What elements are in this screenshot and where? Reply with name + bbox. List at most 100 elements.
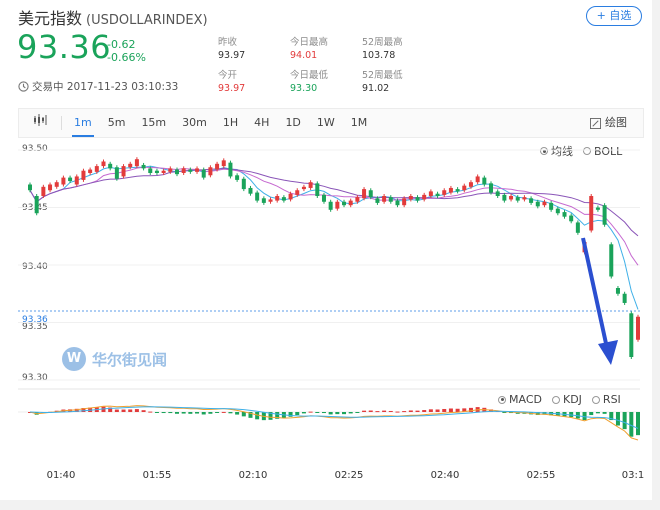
stat-label: 昨收 — [218, 37, 238, 48]
candle — [362, 189, 367, 199]
candle — [615, 288, 620, 294]
candle — [141, 164, 146, 169]
macd-bar — [275, 412, 280, 419]
x-tick-label: 01:40 — [46, 470, 76, 481]
macd-bar — [248, 412, 253, 418]
draw-tool-button[interactable]: 绘图 — [590, 109, 627, 137]
candle — [101, 161, 106, 167]
macd-bar — [128, 409, 133, 412]
macd-bar — [335, 412, 340, 415]
candle — [542, 201, 547, 206]
overlay-boll-option[interactable]: BOLL — [583, 143, 622, 159]
candle — [48, 184, 53, 191]
macd-bar — [455, 408, 460, 412]
macd-bar — [215, 412, 220, 413]
macd-bar — [328, 412, 333, 415]
macd-bar — [602, 412, 607, 414]
macd-bar — [636, 412, 640, 436]
option-label: KDJ — [562, 393, 582, 406]
tab-5m[interactable]: 5m — [107, 116, 126, 129]
stat-label: 今日最高 — [290, 37, 329, 48]
candle — [636, 316, 640, 340]
candle — [609, 244, 614, 277]
overlay-ma-option[interactable]: 均线 — [540, 143, 573, 159]
stat-label: 今日最低 — [290, 70, 329, 81]
indicator-rsi-option[interactable]: RSI — [591, 393, 621, 406]
ma5-line — [29, 165, 639, 310]
candle — [489, 183, 494, 193]
quote-panel: 美元指数 (USDOLLARINDEX) + 自选 93.36 -0.62 -0.… — [0, 0, 652, 500]
draw-label: 绘图 — [605, 116, 627, 129]
candle — [455, 189, 460, 192]
macd-bar — [121, 409, 126, 412]
candle — [168, 168, 173, 172]
y-tick-label: 93.30 — [22, 373, 48, 383]
candle — [422, 194, 427, 200]
option-label: BOLL — [594, 144, 623, 158]
toolbar-divider — [61, 116, 62, 130]
stat-value: 91.02 — [362, 83, 390, 94]
tab-30m[interactable]: 30m — [182, 116, 207, 129]
macd-bar — [382, 410, 387, 412]
candle — [94, 166, 99, 172]
candle — [355, 197, 360, 202]
macd-bar — [195, 412, 200, 414]
candle — [335, 201, 340, 209]
tab-4h[interactable]: 4H — [254, 116, 270, 129]
candle — [388, 197, 393, 202]
stat-52w-high: 52周最高 103.78 — [362, 36, 403, 62]
candle — [148, 168, 153, 173]
option-label: RSI — [602, 393, 621, 406]
macd-bar — [615, 412, 620, 426]
chart-type-toggle[interactable] — [19, 109, 57, 137]
price-change: -0.62 -0.66% — [107, 38, 146, 64]
macd-bar — [609, 412, 614, 421]
candle — [462, 185, 467, 191]
candle — [321, 194, 326, 202]
tab-1d[interactable]: 1D — [285, 116, 301, 129]
watermark: W 华尔街见闻 — [62, 347, 167, 371]
candle — [88, 169, 93, 173]
candle — [295, 190, 300, 195]
candle — [522, 197, 527, 200]
candlestick-icon — [34, 114, 47, 126]
tab-15m[interactable]: 15m — [141, 116, 167, 129]
candle — [201, 169, 206, 178]
candle — [515, 197, 520, 201]
stat-open: 今开 93.97 — [218, 69, 245, 95]
candle — [268, 199, 273, 202]
macd-bar — [502, 412, 507, 413]
option-label: 均线 — [551, 145, 573, 158]
macd-bar — [368, 410, 373, 412]
tab-1mo[interactable]: 1M — [350, 116, 368, 129]
candle — [535, 201, 540, 207]
stat-value: 93.97 — [218, 83, 246, 94]
instrument-title: 美元指数 (USDOLLARINDEX) — [18, 5, 208, 29]
candle — [81, 170, 86, 180]
tab-1m[interactable]: 1m — [66, 109, 100, 137]
candle — [208, 167, 213, 176]
macd-bar — [81, 407, 86, 412]
candle — [181, 168, 186, 173]
indicator-kdj-option[interactable]: KDJ — [551, 393, 582, 406]
macd-bar — [362, 410, 367, 412]
candle — [28, 184, 32, 191]
macd-bar — [595, 412, 600, 414]
candle — [415, 197, 420, 201]
indicator-macd-option[interactable]: MACD — [498, 393, 542, 406]
candle — [228, 162, 233, 177]
price-chart[interactable] — [0, 138, 640, 468]
stat-prev-close: 昨收 93.97 — [218, 36, 245, 62]
candle — [74, 176, 79, 185]
tab-1h[interactable]: 1H — [222, 116, 239, 129]
macd-bar — [228, 412, 233, 414]
candle — [448, 187, 453, 193]
tab-1w[interactable]: 1W — [316, 116, 335, 129]
change-value: -0.62 — [107, 38, 136, 51]
macd-bar — [308, 411, 313, 413]
instrument-name: 美元指数 — [18, 9, 83, 28]
candle — [288, 193, 293, 200]
radio-icon — [498, 395, 506, 404]
candle — [569, 215, 574, 222]
add-to-watchlist-button[interactable]: + 自选 — [586, 6, 642, 26]
